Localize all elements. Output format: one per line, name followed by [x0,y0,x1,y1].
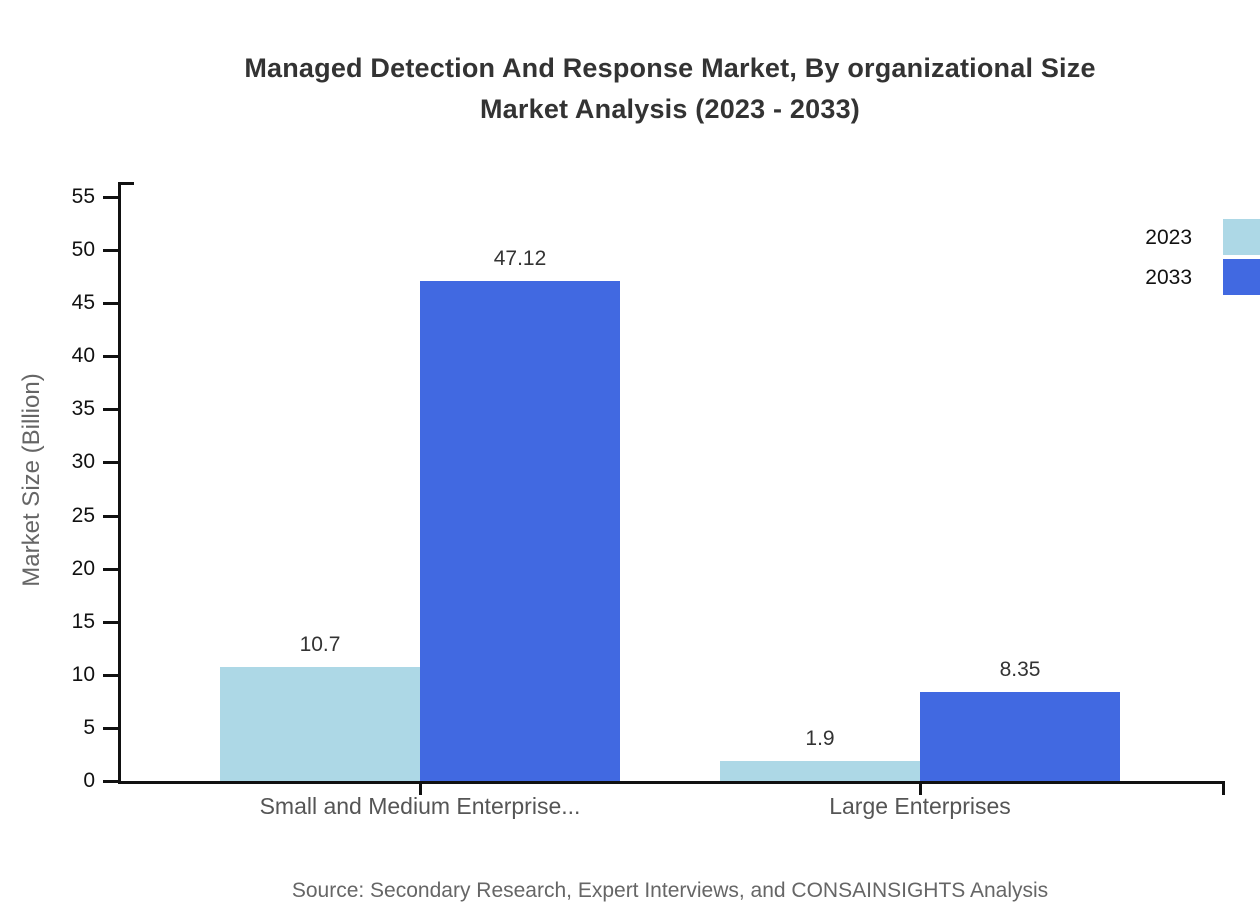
bar-value-label: 8.35 [999,658,1041,682]
y-tick-label: 45 [71,291,95,315]
y-axis-tick [103,461,118,465]
y-tick-label: 20 [71,556,95,580]
y-tick-label: 30 [71,450,95,474]
bar-value-label: 47.12 [493,246,547,270]
bar [420,280,620,781]
chart-title: Managed Detection And Response Market, B… [80,48,1260,130]
x-category-label: Large Enterprises [829,793,1011,819]
legend-label: 2023 [1145,226,1192,249]
y-axis-tick [103,408,118,412]
chart-title-line1: Managed Detection And Response Market, B… [244,53,1096,83]
bar-value-label: 1.9 [805,726,835,750]
x-axis-line [118,781,1225,784]
y-axis-tick [103,726,118,730]
x-category-label: Small and Medium Enterprise... [259,793,581,819]
y-axis-tick [103,249,118,253]
legend-swatch [1223,259,1260,295]
y-axis-tick [103,196,118,199]
y-tick-label: 0 [83,769,95,792]
bar [720,760,920,781]
y-tick-label: 10 [71,662,95,686]
y-axis-tick [103,355,118,359]
y-axis-tick [103,302,118,306]
y-axis-tick [103,620,118,624]
bar [220,667,420,781]
x-axis-end-cap [1222,781,1225,795]
y-axis-tick [103,673,118,677]
x-axis-tick [419,781,422,795]
legend-label: 2033 [1145,266,1192,289]
y-axis-top-cap [118,182,134,185]
y-axis-tick [103,514,118,518]
y-tick-label: 40 [71,344,95,368]
y-tick-label: 50 [71,238,95,262]
y-tick-label: 5 [83,715,95,739]
y-tick-label: 35 [71,397,95,421]
x-axis-tick [919,781,922,795]
bar [920,692,1120,781]
bar-value-label: 10.7 [299,633,341,657]
y-tick-label: 25 [71,503,95,527]
y-axis-tick [103,567,118,571]
y-axis-tick [103,780,118,783]
y-axis-line [118,182,121,784]
legend-swatch [1223,219,1260,255]
y-tick-label: 15 [71,609,95,633]
y-tick-label: 55 [71,185,95,208]
chart-title-line2: Market Analysis (2023 - 2033) [479,94,860,124]
source-note: Source: Secondary Research, Expert Inter… [291,879,1049,902]
